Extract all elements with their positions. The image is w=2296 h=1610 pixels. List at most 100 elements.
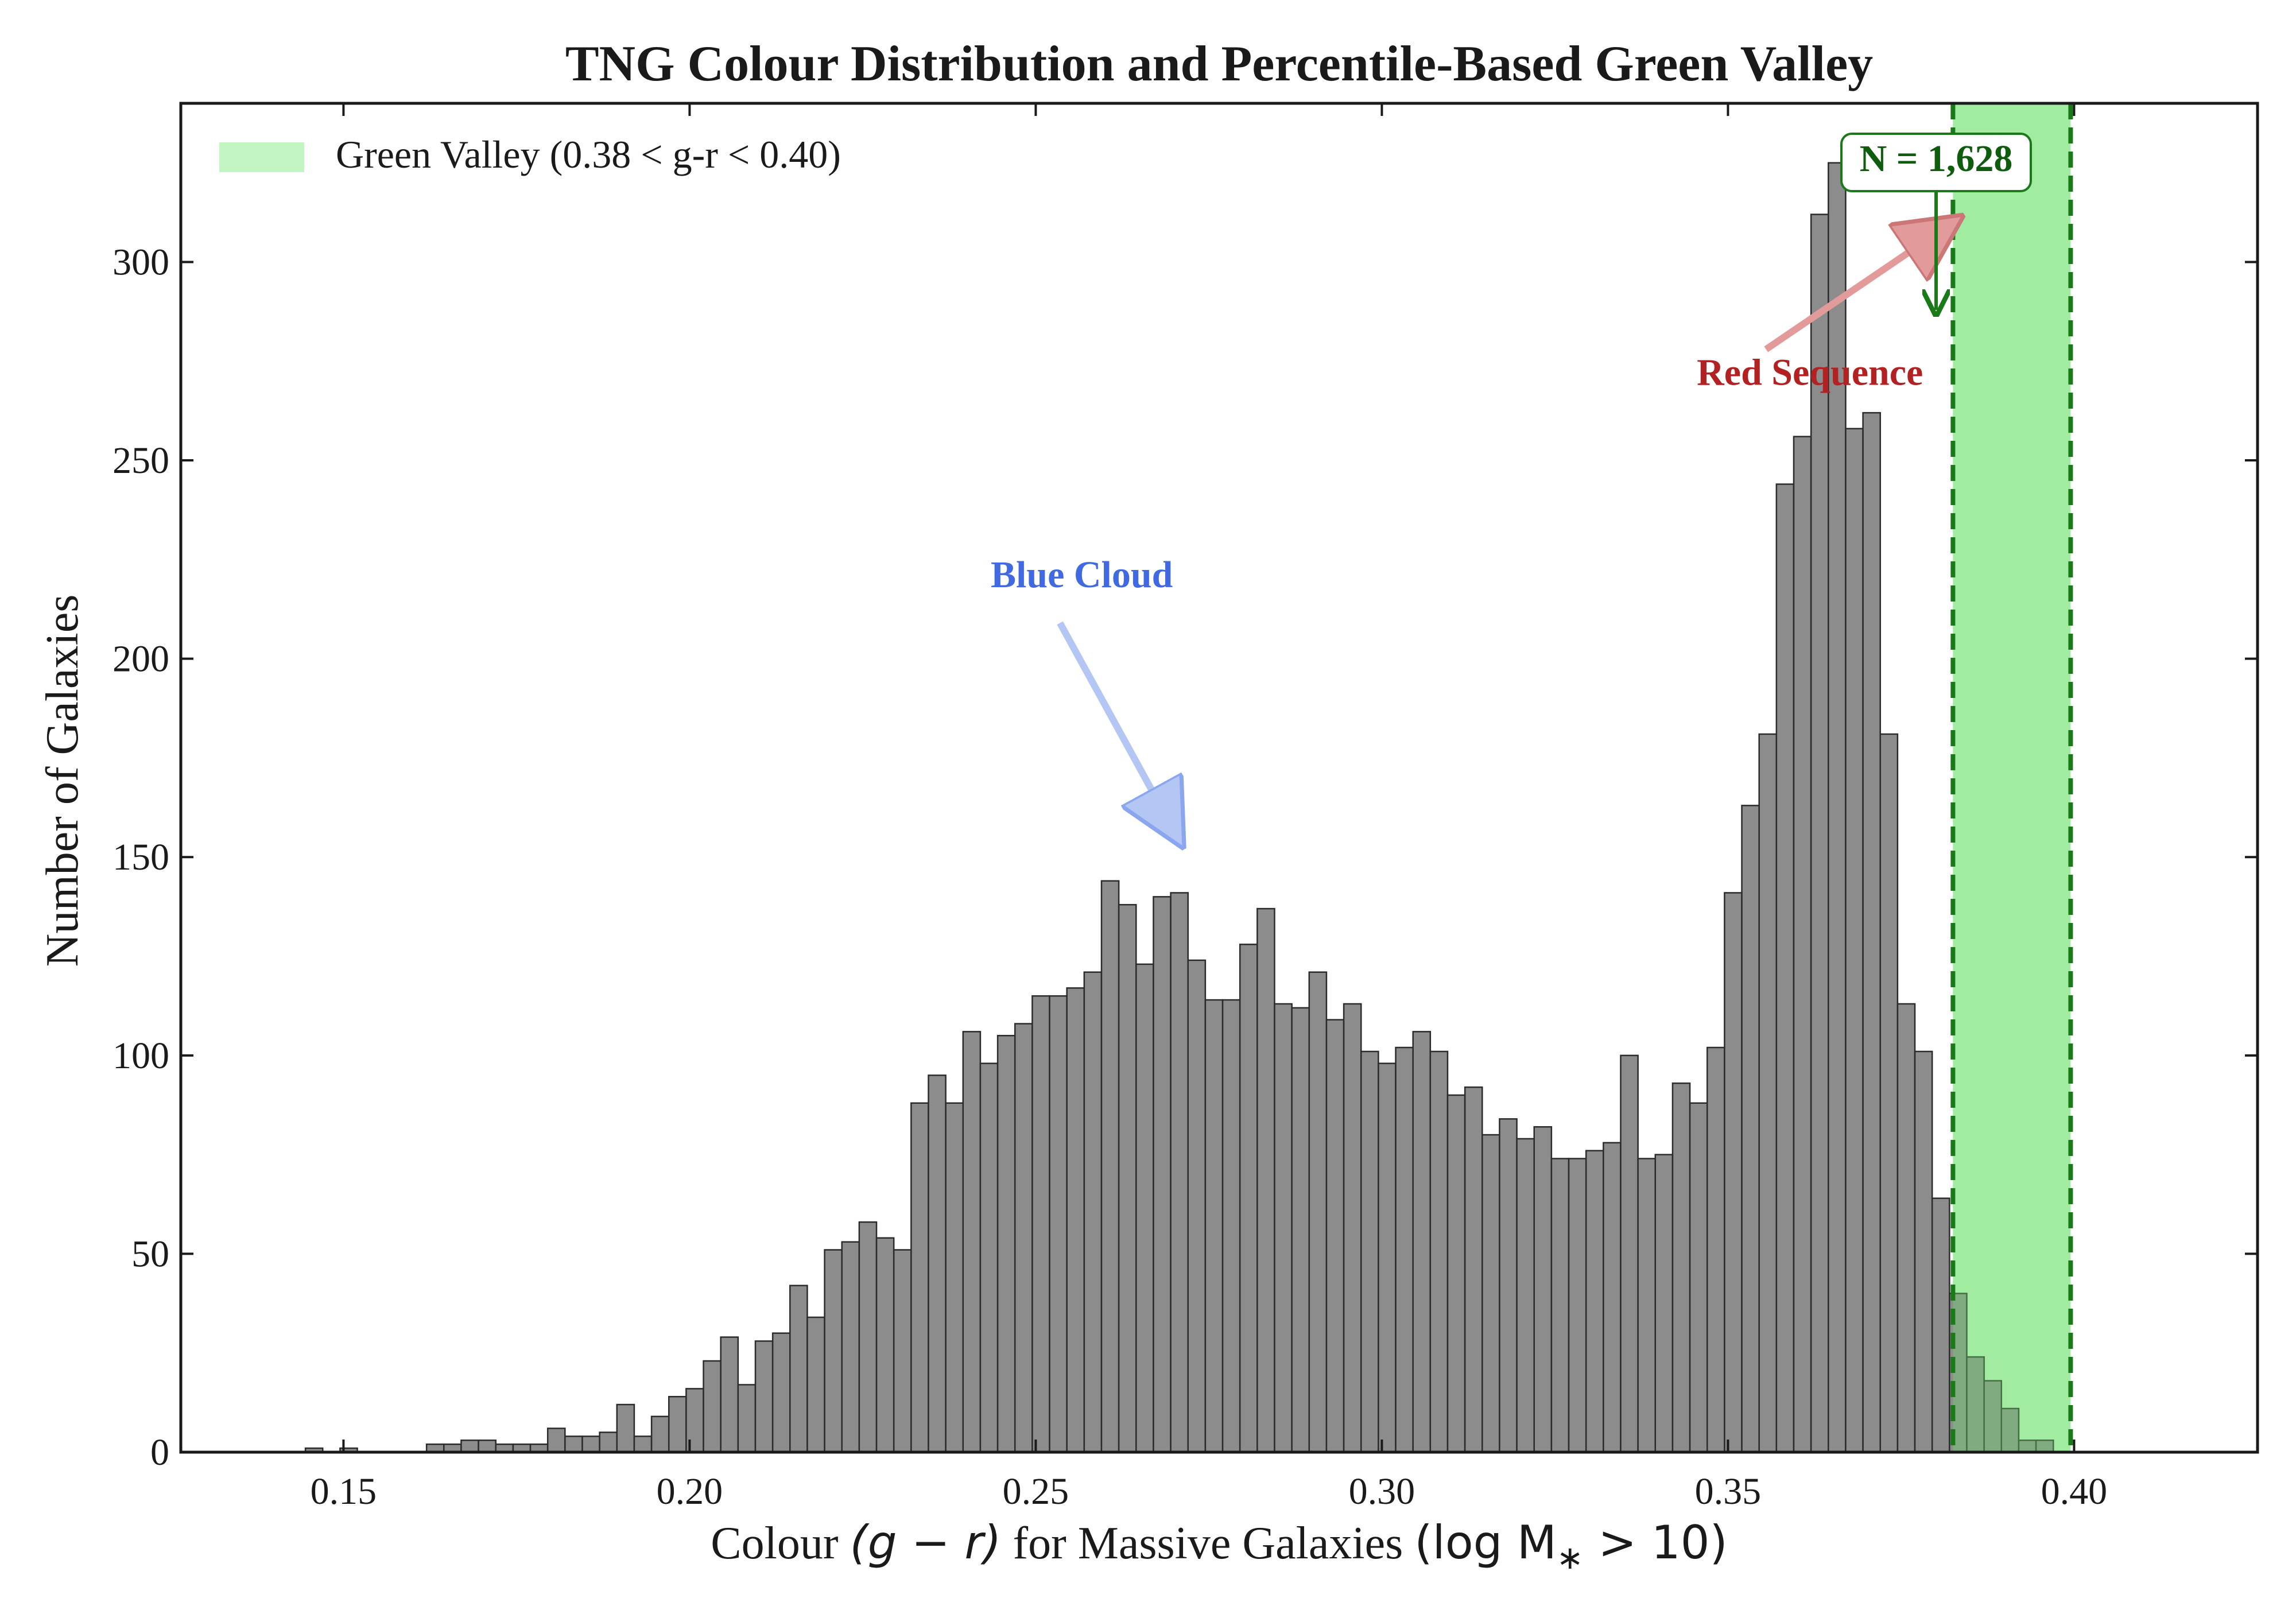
x-tick-label: 0.15 bbox=[311, 1471, 377, 1512]
histogram-bar bbox=[1620, 1054, 1639, 1453]
x-tick-label: 0.35 bbox=[1695, 1471, 1762, 1512]
annotation-arrow bbox=[1057, 621, 1178, 837]
x-axis-label-math2: (log M bbox=[1414, 1516, 1557, 1569]
histogram-bar bbox=[1221, 999, 1241, 1453]
histogram-bar bbox=[962, 1031, 982, 1453]
y-tick-label: 0 bbox=[150, 1431, 169, 1473]
n-count-box-frame bbox=[1840, 133, 2032, 192]
plot-frame bbox=[179, 102, 2259, 1454]
histogram-bar bbox=[979, 1062, 999, 1453]
histogram-bar bbox=[1724, 892, 1743, 1453]
histogram-bar bbox=[1533, 1126, 1553, 1453]
histogram-bar bbox=[1204, 999, 1224, 1453]
histogram-bar bbox=[633, 1436, 653, 1453]
x-axis-label-math2-sub: ∗ bbox=[1557, 1539, 1584, 1577]
histogram-bars bbox=[304, 162, 2054, 1453]
histogram-bar bbox=[1464, 1086, 1483, 1453]
histogram-bar bbox=[1066, 987, 1085, 1453]
histogram-bar bbox=[1896, 1003, 1916, 1453]
x-tick-label: 0.40 bbox=[2041, 1471, 2108, 1512]
histogram-bar bbox=[1516, 1138, 1535, 1453]
histogram-bar bbox=[1654, 1154, 1674, 1453]
histogram-bar bbox=[858, 1221, 878, 1453]
histogram-bar bbox=[703, 1360, 722, 1453]
histogram-bar bbox=[841, 1241, 860, 1453]
histogram-bar bbox=[893, 1249, 912, 1453]
histogram-bar bbox=[1360, 1050, 1379, 1453]
histogram-bar bbox=[581, 1436, 600, 1453]
histogram-bar bbox=[546, 1427, 566, 1453]
histogram-bar bbox=[616, 1403, 635, 1453]
histogram-bar bbox=[945, 1102, 964, 1453]
y-tick-label: 100 bbox=[113, 1035, 169, 1077]
y-tick-label: 150 bbox=[113, 836, 169, 878]
histogram-bar bbox=[1671, 1082, 1691, 1453]
histogram-bar bbox=[1793, 436, 1812, 1453]
y-tick-label: 200 bbox=[113, 638, 169, 680]
histogram-bar bbox=[1325, 1019, 1345, 1453]
histogram-bar bbox=[1931, 1197, 1950, 1453]
histogram-bar bbox=[650, 1415, 670, 1453]
histogram-bar bbox=[1862, 412, 1881, 1453]
histogram-bar bbox=[806, 1316, 825, 1453]
axes: 0.15 0.20 0.25 0.30 0.35 0.40 0 50 100 150 200 250 3… bbox=[113, 102, 2259, 1512]
histogram-bar bbox=[1014, 1023, 1033, 1453]
histogram-bar bbox=[1031, 995, 1050, 1453]
histogram-bar bbox=[1187, 959, 1207, 1453]
annotations: Blue Cloud Red Sequence bbox=[991, 222, 1953, 837]
histogram-bar bbox=[1983, 1380, 2003, 1453]
chart-title: TNG Colour Distribution and Percentile-B… bbox=[565, 36, 1873, 92]
histogram-bar bbox=[599, 1431, 618, 1453]
annotation-label: Blue Cloud bbox=[991, 554, 1173, 596]
histogram-bar bbox=[1568, 1158, 1587, 1453]
histogram-bar bbox=[1603, 1142, 1622, 1453]
histogram-bar bbox=[1914, 1050, 1933, 1453]
x-tick-label: 0.20 bbox=[657, 1471, 723, 1512]
histogram-bar bbox=[928, 1074, 947, 1453]
histogram-bar bbox=[1446, 1094, 1466, 1453]
histogram-bar bbox=[1343, 1003, 1362, 1453]
histogram-bar bbox=[996, 1035, 1016, 1453]
histogram-bar bbox=[1741, 805, 1760, 1453]
legend-swatch-green-valley bbox=[219, 142, 304, 172]
histogram-bar bbox=[1083, 971, 1103, 1453]
x-axis-label-middle: for Massive Galaxies bbox=[1001, 1518, 1414, 1569]
histogram-bar bbox=[1100, 880, 1120, 1453]
histogram-bar bbox=[1135, 963, 1154, 1453]
histogram-bar bbox=[910, 1102, 929, 1453]
histogram-bar bbox=[1291, 1007, 1310, 1453]
histogram-bar bbox=[1879, 733, 1899, 1453]
annotation-label: Red Sequence bbox=[1697, 352, 1923, 394]
histogram-bar bbox=[737, 1384, 757, 1453]
histogram-bar bbox=[824, 1249, 843, 1453]
histogram-bar bbox=[1499, 1118, 1518, 1453]
histogram-bar bbox=[1585, 1150, 1604, 1453]
histogram-bar bbox=[1274, 1003, 1293, 1453]
histogram-bar bbox=[1845, 428, 1864, 1453]
legend-label-green-valley: Green Valley (0.38 < g-r < 0.40) bbox=[336, 133, 841, 176]
histogram-bar bbox=[1689, 1102, 1708, 1453]
histogram-bar bbox=[1810, 214, 1829, 1453]
y-tick-label: 50 bbox=[131, 1233, 169, 1275]
histogram-bar bbox=[478, 1440, 497, 1453]
x-tick-label: 0.30 bbox=[1349, 1471, 1415, 1512]
histogram-bar bbox=[1775, 483, 1795, 1453]
histogram-bar bbox=[875, 1237, 895, 1453]
n-count-label: N = 1,628 bbox=[1860, 138, 2013, 180]
histogram-bar bbox=[1481, 1134, 1500, 1453]
annotation-arrow bbox=[1764, 222, 1953, 352]
histogram-bar bbox=[460, 1440, 479, 1453]
y-axis-label: Number of Galaxies bbox=[37, 595, 88, 967]
histogram-bar bbox=[1412, 1031, 1432, 1453]
x-tick-label: 0.25 bbox=[1003, 1471, 1069, 1512]
legend: Green Valley (0.38 < g-r < 0.40) bbox=[219, 133, 841, 176]
histogram-bar bbox=[1395, 1046, 1414, 1453]
histogram-bar bbox=[1637, 1158, 1657, 1453]
histogram-bar bbox=[789, 1285, 808, 1453]
histogram-bar bbox=[1153, 896, 1172, 1453]
green-valley-band bbox=[1953, 103, 2071, 1452]
histogram-bar bbox=[1308, 971, 1328, 1453]
histogram-bar bbox=[771, 1332, 791, 1453]
